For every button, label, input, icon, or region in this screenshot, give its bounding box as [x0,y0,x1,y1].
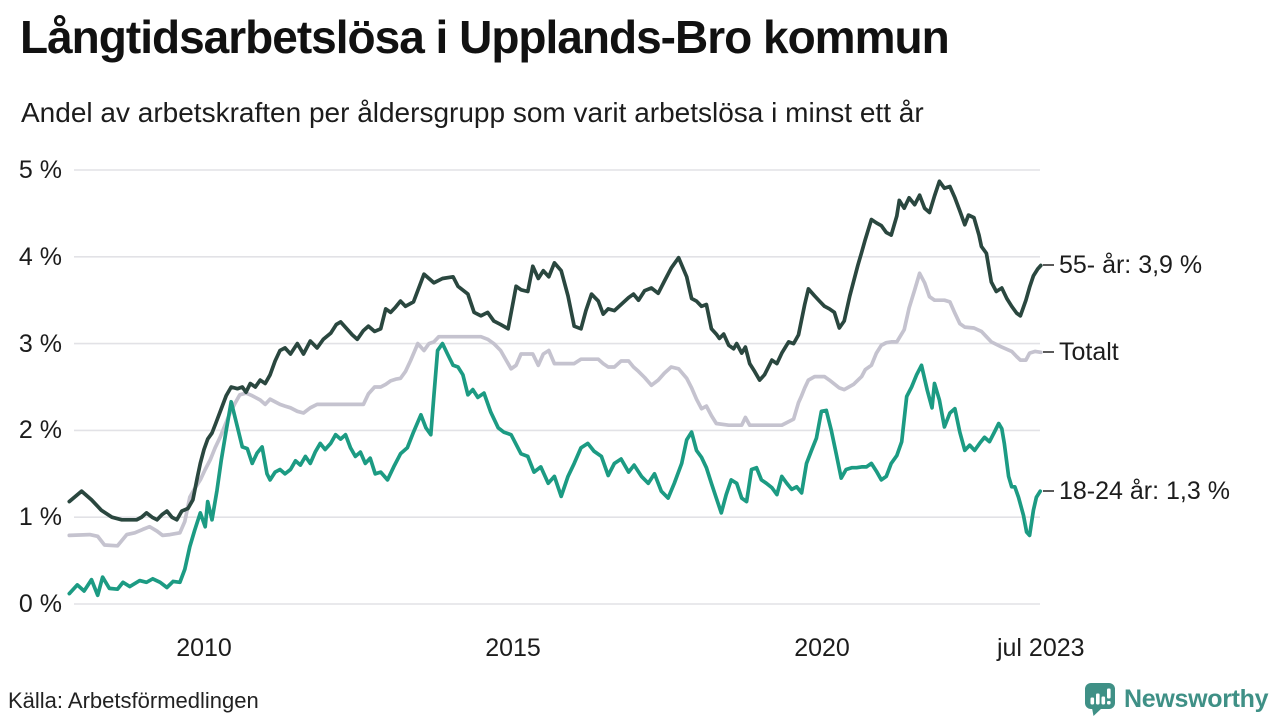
end-label-tick [1043,490,1054,493]
series-line-55-r [67,179,1043,522]
y-tick-label: 3 % [18,329,62,358]
end-label-tick [1043,351,1054,354]
chart-title: Långtidsarbetslösa i Upplands-Bro kommun [20,11,950,63]
chart-subtitle: Andel av arbetskraften per åldersgrupp s… [21,97,924,128]
end-label-text: 18-24 år: 1,3 % [1059,476,1230,505]
brand-name: Newsworthy [1124,685,1269,713]
y-tick-label: 1 % [18,503,62,532]
bar-chart-speech-bubble-icon [1085,683,1115,716]
x-tick-label: 2015 [485,634,541,662]
end-label-text: Totalt [1059,337,1119,366]
end-label-text: 55- år: 3,9 % [1059,250,1203,279]
newsworthy-logo: Newsworthy [1084,682,1269,717]
y-tick-label: 4 % [18,242,62,271]
end-label-tick [1043,264,1054,267]
source-note: Källa: Arbetsförmedlingen [8,688,259,713]
x-tick-label: jul 2023 [996,634,1085,662]
y-tick-label: 2 % [18,416,62,445]
series-end-label-18-24r: 18-24 år: 1,3 % [1043,474,1230,508]
y-tick-label: 5 % [18,156,62,184]
x-tick-label: 2010 [176,634,232,662]
y-tick-label: 0 % [18,590,62,618]
series-line-18-24r [67,341,1043,598]
series-end-label-totalt: Totalt [1043,335,1119,369]
series-line-totalt [67,271,1043,548]
x-tick-label: 2020 [794,634,850,662]
series-end-label-55-r: 55- år: 3,9 % [1043,248,1202,282]
